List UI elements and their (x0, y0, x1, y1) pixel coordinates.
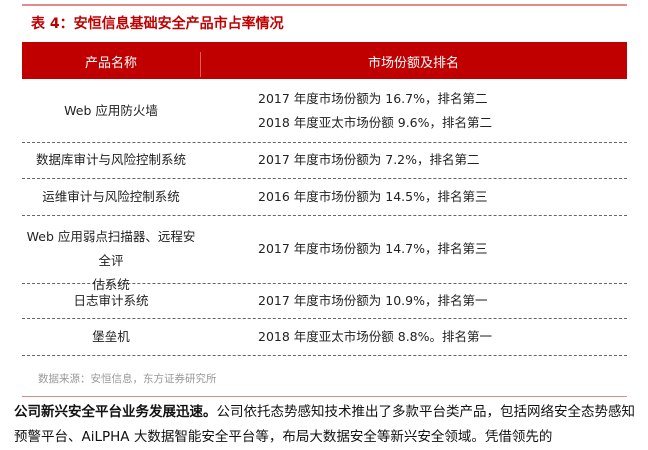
table-row: 堡垒机 2018 年度亚太市场份额 8.8%。排名第一 (22, 318, 627, 356)
table-row: Web 应用防火墙 2017 年度市场份额为 16.7%，排名第二 2018 年度亚… (22, 79, 627, 143)
table-header: 产品名称 市场份额及排名 (22, 42, 627, 79)
market-share: 2018 年度亚太市场份额 8.8%。排名第一 (258, 325, 492, 349)
product-name-line: 估系统 (92, 277, 130, 292)
market-share: 2017 年度市场份额为 7.2%，排名第二 (258, 148, 480, 172)
table-row: 日志审计系统 2017 年度市场份额为 10.9%，排名第一 (22, 283, 627, 319)
market-share-line: 2016 年度市场份额为 14.5%，排名第三 (258, 188, 488, 204)
product-name: 数据库审计与风险控制系统 (22, 148, 200, 172)
body-paragraph: 公司新兴安全平台业务发展迅速。公司依托态势感知技术推出了多款平台类产品，包括网络… (14, 400, 639, 450)
product-name: 运维审计与风险控制系统 (22, 185, 200, 209)
table-row: 运维审计与风险控制系统 2016 年度市场份额为 14.5%，排名第三 (22, 178, 627, 216)
table-row: 数据库审计与风险控制系统 2017 年度市场份额为 7.2%，排名第二 (22, 142, 627, 179)
product-name-line: 日志审计系统 (73, 292, 149, 308)
product-name-line: 运维审计与风险控制系统 (42, 188, 180, 204)
market-share: 2017 年度市场份额为 14.7%，排名第三 (258, 237, 487, 261)
table-title: 表 4：安恒信息基础安全产品市占率情况 (31, 16, 284, 32)
market-share-line: 2018 年度亚太市场份额 9.6%，排名第二 (258, 114, 493, 130)
market-share: 2016 年度市场份额为 14.5%，排名第三 (258, 185, 487, 209)
product-name: Web 应用防火墙 (22, 99, 200, 123)
market-share-line: 2017 年度市场份额为 14.7%，排名第三 (258, 241, 488, 256)
market-share-line: 2017 年度市场份额为 7.2%，排名第二 (258, 152, 480, 167)
product-name-line: Web 应用弱点扫描器、远程安全评 (26, 229, 196, 268)
data-source: 数据来源：安恒信息，东方证券研究所 (38, 373, 217, 385)
product-name: 堡垒机 (22, 325, 200, 349)
table-row: Web 应用弱点扫描器、远程安全评估系统 2017 年度市场份额为 14.7%，排… (22, 215, 627, 292)
top-rule (22, 4, 627, 6)
product-name-line: 数据库审计与风险控制系统 (35, 152, 186, 167)
product-name: 日志审计系统 (22, 289, 200, 313)
product-name-line: Web 应用防火墙 (64, 102, 158, 118)
market-share: 2017 年度市场份额为 10.9%，排名第一 (258, 289, 487, 313)
paragraph-lead: 公司新兴安全平台业务发展迅速。 (14, 404, 217, 420)
product-name: Web 应用弱点扫描器、远程安全评估系统 (22, 225, 200, 297)
market-share: 2017 年度市场份额为 16.7%，排名第二 2018 年度亚太市场份额 9.6… (258, 87, 492, 135)
market-share-line: 2017 年度市场份额为 16.7%，排名第二 (258, 90, 488, 106)
market-share-line: 2017 年度市场份额为 10.9%，排名第一 (258, 292, 488, 308)
bottom-rule (22, 396, 627, 397)
header-divider (200, 52, 201, 77)
product-name-line: 堡垒机 (92, 328, 130, 344)
header-market-share: 市场份额及排名 (367, 56, 459, 71)
header-product-name: 产品名称 (84, 56, 137, 71)
market-share-line: 2018 年度亚太市场份额 8.8%。排名第一 (258, 328, 493, 344)
